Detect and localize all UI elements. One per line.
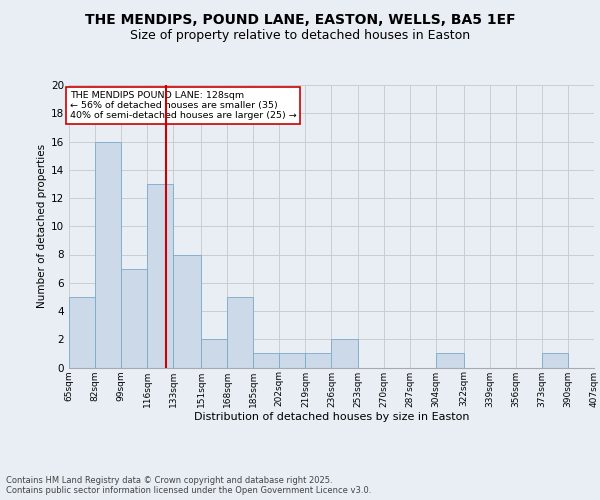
Bar	[121, 268, 147, 368]
Text: Contains HM Land Registry data © Crown copyright and database right 2025.
Contai: Contains HM Land Registry data © Crown c…	[6, 476, 371, 495]
X-axis label: Distribution of detached houses by size in Easton: Distribution of detached houses by size …	[194, 412, 469, 422]
Bar	[280, 354, 305, 368]
Bar	[147, 184, 173, 368]
Bar	[331, 339, 358, 368]
Bar	[542, 354, 568, 368]
Bar	[253, 354, 280, 368]
Bar	[95, 142, 121, 368]
Bar	[227, 297, 253, 368]
Text: Size of property relative to detached houses in Easton: Size of property relative to detached ho…	[130, 29, 470, 42]
Y-axis label: Number of detached properties: Number of detached properties	[37, 144, 47, 308]
Bar	[305, 354, 331, 368]
Bar	[69, 297, 95, 368]
Bar	[436, 354, 464, 368]
Text: THE MENDIPS, POUND LANE, EASTON, WELLS, BA5 1EF: THE MENDIPS, POUND LANE, EASTON, WELLS, …	[85, 12, 515, 26]
Bar	[201, 339, 227, 368]
Text: THE MENDIPS POUND LANE: 128sqm
← 56% of detached houses are smaller (35)
40% of : THE MENDIPS POUND LANE: 128sqm ← 56% of …	[70, 90, 296, 120]
Bar	[173, 254, 201, 368]
